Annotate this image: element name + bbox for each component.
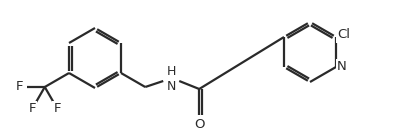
Text: F: F <box>29 102 36 115</box>
Text: F: F <box>16 81 23 94</box>
Text: N: N <box>337 61 347 73</box>
Text: H
N: H N <box>166 65 176 93</box>
Text: O: O <box>194 118 205 131</box>
Text: Cl: Cl <box>338 29 351 41</box>
Text: F: F <box>53 102 61 115</box>
